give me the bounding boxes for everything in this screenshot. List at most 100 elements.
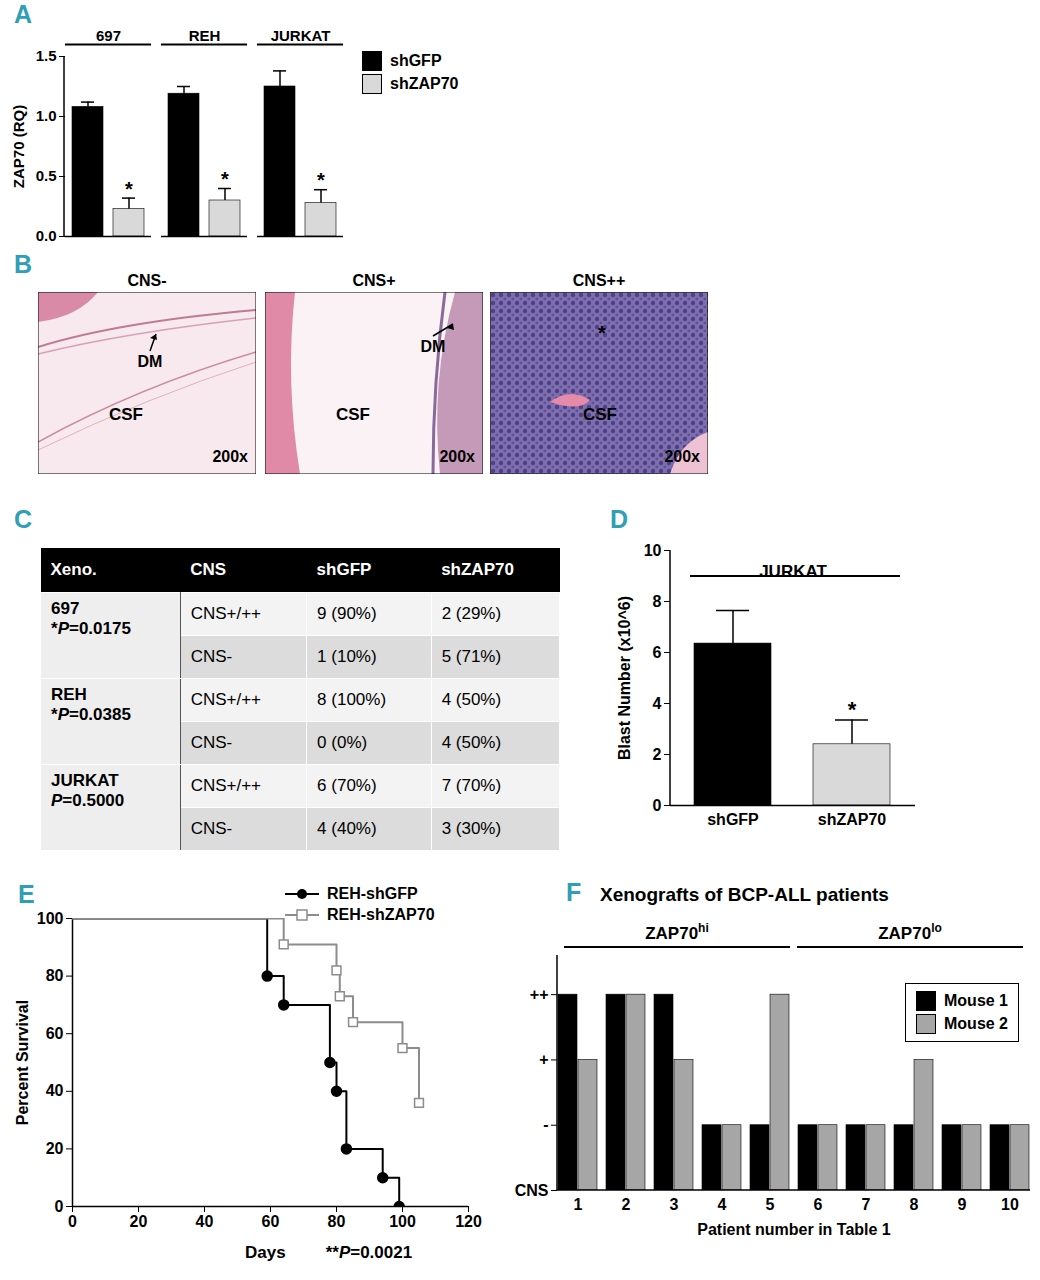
html-text:B: B (14, 250, 33, 278)
svg-text:1: 1 (574, 1196, 583, 1213)
html-text:shZAP70: shZAP70 (390, 75, 459, 92)
html-text:Xenografts of BCP-ALL patients: Xenografts of BCP-ALL patients (600, 884, 889, 905)
html-text:CNS+/++: CNS+/++ (190, 776, 261, 795)
svg-text:7: 7 (862, 1196, 871, 1213)
html-text:* P =0.0385: * P =0.0385 (51, 705, 131, 724)
html-text:D: D (610, 505, 629, 533)
html-text:3 (30%): 3 (30%) (441, 819, 502, 838)
svg-text:DM: DM (421, 338, 446, 355)
svg-text:1.5: 1.5 (36, 47, 57, 64)
svg-text:60: 60 (46, 1025, 64, 1042)
svg-text:100: 100 (389, 1213, 416, 1230)
html-text:shZAP70: shZAP70 (441, 560, 514, 579)
svg-text:REH: REH (189, 27, 221, 44)
html-text:REH: REH (51, 685, 87, 704)
svg-text:DM: DM (138, 353, 163, 370)
html-text:CNS-: CNS- (127, 272, 167, 289)
svg-text:40: 40 (46, 1082, 64, 1099)
svg-text:6: 6 (653, 644, 662, 661)
html-text:shGFP: shGFP (316, 560, 372, 579)
html-text:CNS-: CNS- (190, 647, 233, 666)
html-text:5 (71%): 5 (71%) (441, 647, 502, 666)
svg-text:3: 3 (670, 1196, 679, 1213)
svg-text:200x: 200x (664, 448, 700, 465)
svg-text:1.0: 1.0 (36, 107, 57, 124)
html-text:CNS: CNS (190, 560, 226, 579)
html-text:P =0.5000: P =0.5000 (51, 791, 125, 810)
html-text:A: A (14, 0, 33, 28)
svg-text:40: 40 (196, 1213, 214, 1230)
svg-text:ZAP70lo: ZAP70lo (878, 921, 942, 943)
svg-text:Patient number in Table 1: Patient number in Table 1 (697, 1221, 891, 1238)
svg-text:Blast Number (x10^6): Blast Number (x10^6) (616, 596, 633, 760)
svg-text:2: 2 (622, 1196, 631, 1213)
svg-text:200x: 200x (439, 448, 475, 465)
svg-text:697: 697 (96, 27, 121, 44)
svg-text:4: 4 (653, 695, 662, 712)
svg-text:CNS: CNS (515, 1182, 549, 1199)
svg-text:shGFP: shGFP (707, 811, 759, 828)
html-text:Days: Days (245, 1243, 286, 1262)
html-text:CNS+/++: CNS+/++ (190, 690, 261, 709)
html-text:2 (29%): 2 (29%) (441, 604, 502, 623)
html-text:Xeno.: Xeno. (50, 560, 97, 579)
html-text:** P =0.0021: ** P =0.0021 (325, 1243, 413, 1262)
html-text:0 (0%): 0 (0%) (317, 733, 368, 752)
html-text:1 (10%): 1 (10%) (317, 647, 377, 666)
html-text:* P =0.0175: * P =0.0175 (51, 619, 131, 638)
svg-text:80: 80 (328, 1213, 346, 1230)
svg-text:120: 120 (455, 1213, 482, 1230)
svg-text:20: 20 (130, 1213, 148, 1230)
svg-text:0: 0 (68, 1213, 77, 1230)
svg-text:10: 10 (644, 542, 662, 559)
html-text:C: C (14, 505, 33, 533)
svg-text:+: + (539, 1051, 548, 1068)
svg-text:4: 4 (718, 1196, 727, 1213)
svg-text:10: 10 (1001, 1196, 1019, 1213)
svg-text:*: * (125, 178, 133, 200)
html-text:7 (70%): 7 (70%) (441, 776, 502, 795)
svg-text:80: 80 (46, 967, 64, 984)
html-text:8 (100%): 8 (100%) (317, 690, 387, 709)
svg-text:CSF: CSF (109, 405, 143, 424)
svg-text:0.5: 0.5 (36, 167, 57, 184)
svg-text:0: 0 (55, 1198, 64, 1215)
html-text:CNS+/++: CNS+/++ (190, 604, 261, 623)
svg-text:100: 100 (37, 910, 64, 927)
html-text:JURKAT: JURKAT (51, 771, 119, 790)
html-text:shGFP: shGFP (390, 52, 442, 69)
svg-text:JURKAT: JURKAT (759, 562, 827, 581)
svg-text:Percent Survival: Percent Survival (14, 1000, 31, 1125)
svg-text:6: 6 (814, 1196, 823, 1213)
html-text:4 (50%): 4 (50%) (441, 733, 502, 752)
svg-text:8: 8 (653, 593, 662, 610)
svg-text:ZAP70 (RQ): ZAP70 (RQ) (10, 105, 27, 188)
svg-text:200x: 200x (212, 448, 248, 465)
html-text:6 (70%): 6 (70%) (317, 776, 377, 795)
svg-text:shZAP70: shZAP70 (818, 811, 887, 828)
svg-text:20: 20 (46, 1140, 64, 1157)
html-text:9 (90%): 9 (90%) (317, 604, 377, 623)
svg-text:8: 8 (910, 1196, 919, 1213)
html-text:4 (40%): 4 (40%) (317, 819, 377, 838)
svg-text:CSF: CSF (583, 405, 617, 424)
svg-text:-: - (543, 1116, 548, 1133)
svg-text:0: 0 (653, 797, 662, 814)
svg-text:5: 5 (766, 1196, 775, 1213)
svg-text:++: ++ (530, 986, 549, 1003)
svg-text:ZAP70hi: ZAP70hi (645, 921, 709, 943)
svg-text:JURKAT: JURKAT (271, 27, 331, 44)
html-text:4 (50%): 4 (50%) (441, 690, 502, 709)
svg-text:*: * (317, 169, 325, 191)
svg-text:0.0: 0.0 (36, 227, 57, 244)
svg-text:*: * (598, 322, 606, 344)
html-text:CNS-: CNS- (190, 733, 233, 752)
html-text:697: 697 (51, 599, 80, 618)
svg-text:CSF: CSF (336, 405, 370, 424)
svg-text:9: 9 (958, 1196, 967, 1213)
html-text:CNS-: CNS- (190, 819, 233, 838)
svg-text:*: * (848, 697, 857, 722)
svg-text:60: 60 (262, 1213, 280, 1230)
svg-text:*: * (221, 168, 229, 190)
svg-text:2: 2 (653, 746, 662, 763)
